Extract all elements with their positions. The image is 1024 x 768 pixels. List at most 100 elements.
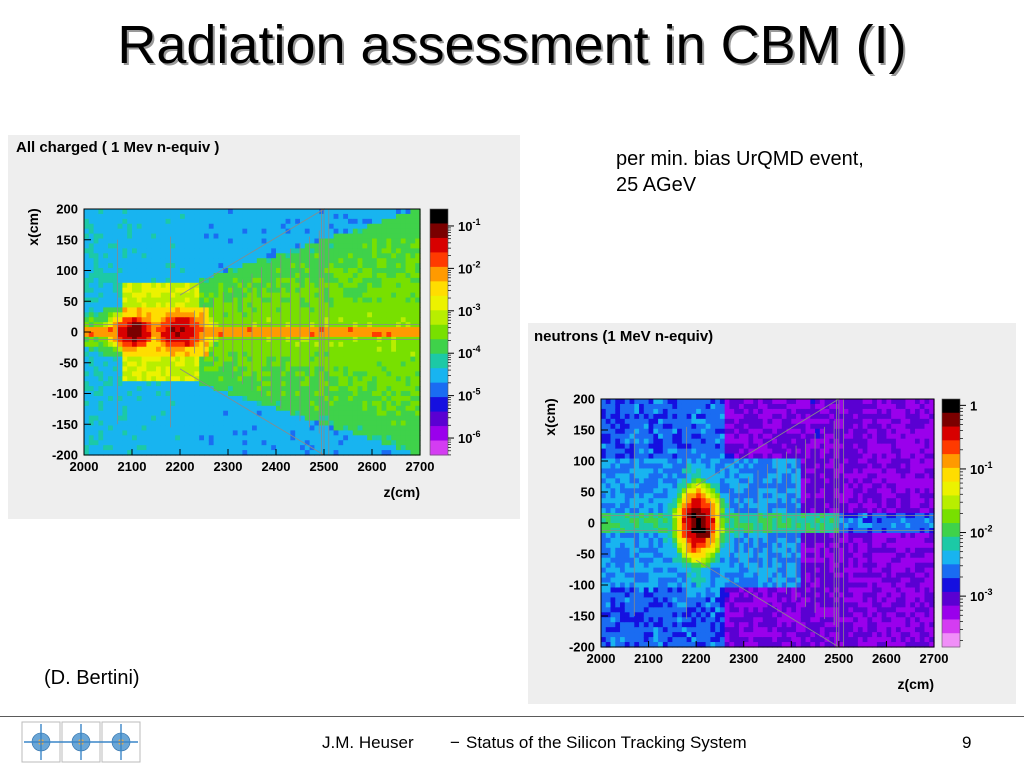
heatmap-cell	[309, 361, 315, 368]
heatmap-cell	[228, 440, 234, 446]
heatmap-cell	[252, 213, 258, 220]
heatmap-cell	[352, 341, 359, 348]
heatmap-cell	[151, 317, 157, 323]
heatmap-cell	[228, 238, 234, 245]
heatmap-cell	[662, 532, 669, 539]
heatmap-cell	[343, 445, 349, 451]
heatmap-cell	[88, 381, 95, 387]
heatmap-cell	[381, 410, 387, 417]
heatmap-cell	[686, 612, 692, 618]
heatmap-cell	[620, 547, 626, 554]
heatmap-cell	[170, 371, 176, 377]
heatmap-cell	[724, 612, 731, 618]
heatmap-cell	[175, 346, 181, 353]
heatmap-cell	[237, 263, 243, 269]
heatmap-cells	[601, 399, 935, 648]
heatmap-cell	[400, 332, 407, 338]
heatmap-cell	[705, 463, 712, 470]
heatmap-cell	[677, 478, 683, 484]
heatmap-cell	[601, 473, 607, 479]
heatmap-cell	[266, 272, 272, 279]
heatmap-cell	[658, 617, 664, 623]
heatmap-cell	[98, 440, 104, 446]
heatmap-cell	[653, 428, 659, 435]
heatmap-cell	[98, 292, 104, 299]
heatmap-cell	[391, 420, 397, 427]
heatmap-cell	[643, 612, 650, 618]
heatmap-cell	[396, 317, 402, 323]
heatmap-cell	[232, 450, 239, 456]
heatmap-cell	[362, 332, 368, 338]
heatmap-cell	[324, 420, 330, 427]
heatmap-cell	[108, 400, 114, 407]
heatmap-cell	[601, 547, 607, 554]
heatmap-cell	[700, 602, 707, 608]
heatmap-cell	[396, 307, 402, 313]
heatmap-cell	[213, 435, 219, 441]
heatmap-cell	[357, 445, 363, 451]
heatmap-cell	[415, 233, 421, 240]
heatmap-cell	[98, 327, 104, 333]
heatmap-cell	[309, 381, 315, 387]
x-tick-label: 2500	[310, 459, 339, 474]
heatmap-cell	[605, 602, 612, 608]
heatmap-cell	[667, 508, 673, 514]
heatmap-cell	[256, 292, 263, 299]
heatmap-cell	[237, 381, 243, 387]
heatmap-cell	[218, 361, 224, 368]
heatmap-cell	[184, 356, 191, 363]
heatmap-cell	[175, 405, 181, 412]
heatmap-cell	[252, 435, 258, 441]
heatmap-cell	[400, 317, 407, 323]
heatmap-cell	[357, 287, 363, 294]
heatmap-cell	[672, 423, 678, 430]
heatmap-cell	[381, 366, 387, 372]
heatmap-cell	[605, 438, 612, 445]
heatmap-cell	[386, 307, 392, 313]
heatmap-cell	[348, 450, 354, 456]
heatmap-cell	[103, 312, 109, 318]
heatmap-cell	[400, 351, 407, 358]
heatmap-cell	[180, 287, 186, 294]
heatmap-cell	[357, 371, 363, 377]
heatmap-cell	[242, 351, 248, 358]
heatmap-cell	[415, 395, 421, 402]
heatmap-cell	[108, 277, 114, 284]
heatmap-cell	[615, 537, 621, 544]
heatmap-cell	[415, 351, 421, 358]
heatmap-cell	[108, 425, 114, 431]
heatmap-cell	[705, 458, 712, 465]
heatmap-cell	[252, 391, 258, 397]
heatmap-cell	[300, 263, 306, 269]
heatmap-cell	[117, 209, 123, 215]
heatmap-cell	[285, 317, 291, 323]
heatmap-cell	[314, 248, 320, 254]
heatmap-cell	[266, 302, 272, 308]
heatmap-cell	[324, 292, 330, 299]
heatmap-cell	[719, 468, 726, 474]
heatmap-cell	[338, 297, 344, 304]
heatmap-cell	[117, 297, 123, 304]
heatmap-cell	[333, 312, 339, 318]
heatmap-cell	[715, 468, 721, 474]
heatmap-cell	[252, 243, 258, 249]
heatmap-cell	[352, 223, 359, 230]
heatmap-cell	[223, 425, 229, 431]
heatmap-cell	[156, 258, 162, 264]
heatmap-cell	[405, 297, 411, 304]
heatmap-cell	[237, 292, 243, 299]
x-tick-label: 2400	[262, 459, 291, 474]
heatmap-cell	[338, 213, 344, 220]
heatmap-cell	[615, 463, 621, 470]
heatmap-cell	[261, 391, 267, 397]
heatmap-cell	[160, 277, 167, 284]
heatmap-cell	[103, 405, 109, 412]
heatmap-cell	[629, 622, 635, 628]
heatmap-cell	[256, 410, 263, 417]
heatmap-cell	[624, 498, 631, 504]
heatmap-cell	[367, 430, 373, 436]
heatmap-cell	[252, 351, 258, 358]
heatmap-cell	[180, 292, 186, 299]
heatmap-cell	[376, 356, 383, 363]
heatmap-cell	[228, 400, 234, 407]
